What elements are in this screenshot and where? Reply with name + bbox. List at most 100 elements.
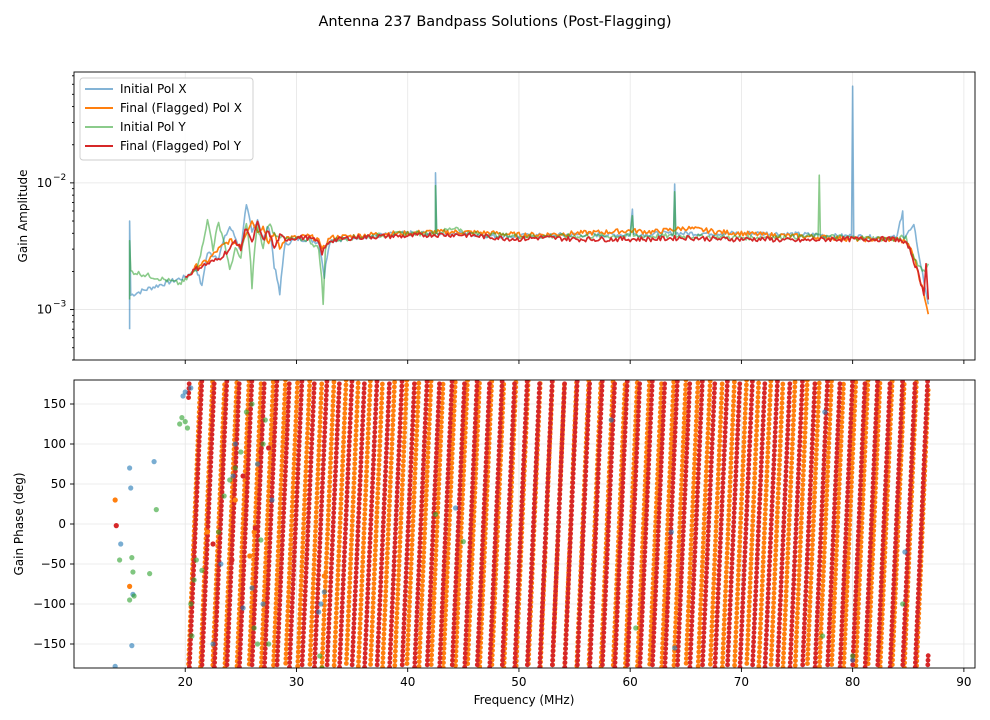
phase-point [403,396,409,402]
phase-point [718,410,724,415]
phase-point [730,403,736,409]
phase-point [752,480,757,486]
phase-point [761,540,767,546]
phase-point [336,548,342,554]
phase-point [682,401,688,407]
phase-point [284,427,290,433]
phase-point [188,627,194,633]
phase-point [774,514,780,520]
phase-point [828,393,834,398]
phase-point [303,574,309,580]
phase-point [243,517,249,523]
phase-point [430,628,436,634]
phase-point [375,476,381,482]
phase-point [227,607,232,612]
phase-point [290,485,296,490]
phase-point [283,464,289,470]
phase-point [209,427,215,433]
phase-point [692,451,698,457]
phase-point [425,459,431,465]
phase-point [684,651,689,657]
phase-point [372,562,378,568]
phase-point [416,664,422,668]
phase-point [349,383,355,389]
phase-point [334,591,340,597]
phase-point [407,599,413,605]
phase-point [193,512,199,518]
phase-point [356,644,362,650]
phase-point [717,433,723,439]
phase-point [246,457,251,463]
phase-point [440,391,446,397]
phase-point [311,571,317,577]
phase-point [712,552,718,558]
phase-point [189,609,195,615]
phase-point [298,582,304,588]
phase-point [348,551,354,557]
phase-point [319,660,325,665]
phase-point [203,570,209,576]
phase-point [697,625,703,631]
phase-point [247,425,253,430]
phase-point [337,664,342,668]
phase-point [278,482,284,487]
phase-point [198,406,203,412]
phase-point [339,614,345,619]
phase-point [399,491,405,497]
phase-point [357,616,363,622]
phase-point [369,624,375,629]
phase-point [307,383,312,389]
phase-point [826,435,832,441]
phase-point [342,535,348,541]
phase-point [271,653,277,659]
phase-point [806,632,812,638]
phase-point [821,550,827,555]
phase-point [249,380,255,384]
phase-point [336,395,342,400]
phase-point [370,466,376,472]
phase-point [813,471,818,476]
phase-point [351,470,357,476]
phase-point [253,574,259,580]
phase-point [738,510,744,516]
phase-point [781,636,787,642]
phase-point [427,416,432,422]
phase-point [266,558,272,564]
legend-label-final-pol-y: Final (Flagged) Pol Y [120,139,242,153]
phase-point [282,491,287,497]
phase-point [219,489,225,495]
phase-point [371,576,377,582]
phase-point [298,587,304,593]
phase-point [403,411,408,416]
phase-point [287,660,293,665]
phase-point [421,559,426,565]
phase-point [841,665,847,668]
phase-point [406,501,412,506]
phase-point [785,560,790,566]
phase-point [275,567,280,573]
phase-point [390,591,396,596]
phase-point [341,420,347,426]
phase-point [793,653,799,659]
phase-point [395,480,400,486]
phase-point [239,618,244,624]
phase-point [294,385,300,391]
phase-point [310,581,316,586]
phase-point [843,612,849,618]
phase-point [834,538,840,544]
phase-point [280,434,286,440]
phase-point [294,489,300,495]
phase-point [674,581,680,587]
phase-point [680,448,686,454]
phase-point [675,562,681,568]
phase-point [708,652,714,658]
phase-point [324,388,329,394]
phase-point [744,656,750,662]
phase-point [303,473,309,479]
phase-point [190,581,196,587]
phase-point [242,544,248,550]
phase-point [275,634,281,640]
phase-point [834,548,839,553]
phase-point [716,452,722,458]
phase-point [783,588,789,594]
